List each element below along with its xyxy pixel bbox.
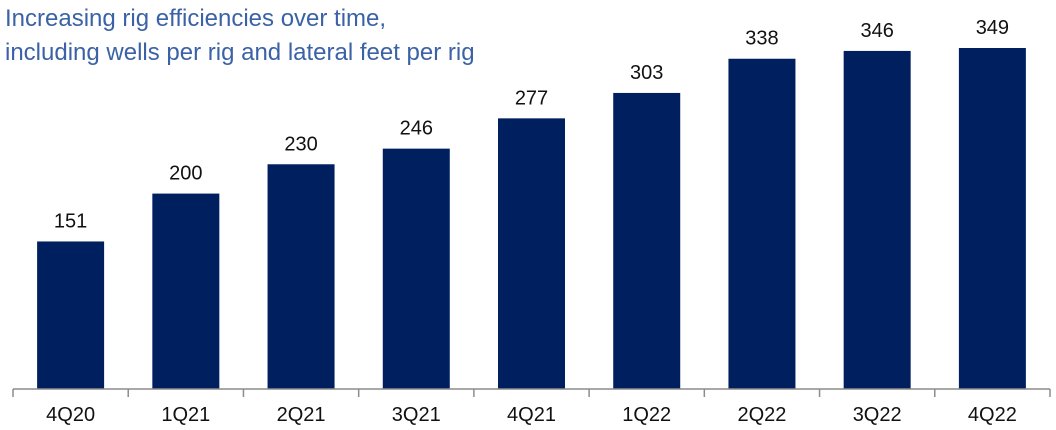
x-tick-label-2q21: 2Q21	[277, 404, 326, 426]
bar-2q21	[267, 164, 335, 389]
x-tick-label-1q22: 1Q22	[622, 404, 671, 426]
data-label-1q22: 303	[630, 62, 663, 84]
x-tick-label-4q20: 4Q20	[46, 404, 95, 426]
data-label-2q22: 338	[745, 28, 778, 50]
data-label-4q20: 151	[54, 210, 87, 232]
bar-2q22	[728, 58, 796, 389]
data-labels: 151 200 230 246 277 303 338 346 349	[54, 17, 1009, 232]
bar-1q21	[152, 193, 220, 389]
data-label-3q22: 346	[860, 20, 893, 42]
data-label-4q22: 349	[976, 17, 1009, 39]
x-tick-label-4q21: 4Q21	[507, 404, 556, 426]
chart-title: Increasing rig efficiencies over time, i…	[5, 2, 475, 70]
x-tick-label-3q21: 3Q21	[392, 404, 441, 426]
data-label-2q21: 230	[284, 133, 317, 155]
bar-4q20	[37, 241, 105, 389]
bar-3q21	[382, 148, 450, 389]
chart-title-line-1: Increasing rig efficiencies over time,	[5, 5, 387, 32]
x-axis-labels: 4Q20 1Q21 2Q21 3Q21 4Q21 1Q22 2Q22 3Q22 4Q22	[46, 404, 1017, 426]
chart-title-line-2: including wells per rig and lateral feet…	[5, 39, 475, 66]
x-tick-label-3q22: 3Q22	[853, 404, 902, 426]
x-tick-label-4q22: 4Q22	[968, 404, 1017, 426]
x-tick-label-2q22: 2Q22	[737, 404, 786, 426]
bar-series	[37, 48, 1026, 389]
data-label-3q21: 246	[400, 118, 433, 140]
bar-4q21	[498, 118, 565, 389]
bar-3q22	[843, 50, 911, 389]
bar-4q22	[958, 48, 1026, 389]
bar-1q22	[613, 92, 681, 389]
x-tick-label-1q21: 1Q21	[161, 404, 210, 426]
data-label-1q21: 200	[169, 163, 202, 185]
x-axis-ticks	[12, 389, 1051, 397]
data-label-4q21: 277	[515, 87, 548, 109]
